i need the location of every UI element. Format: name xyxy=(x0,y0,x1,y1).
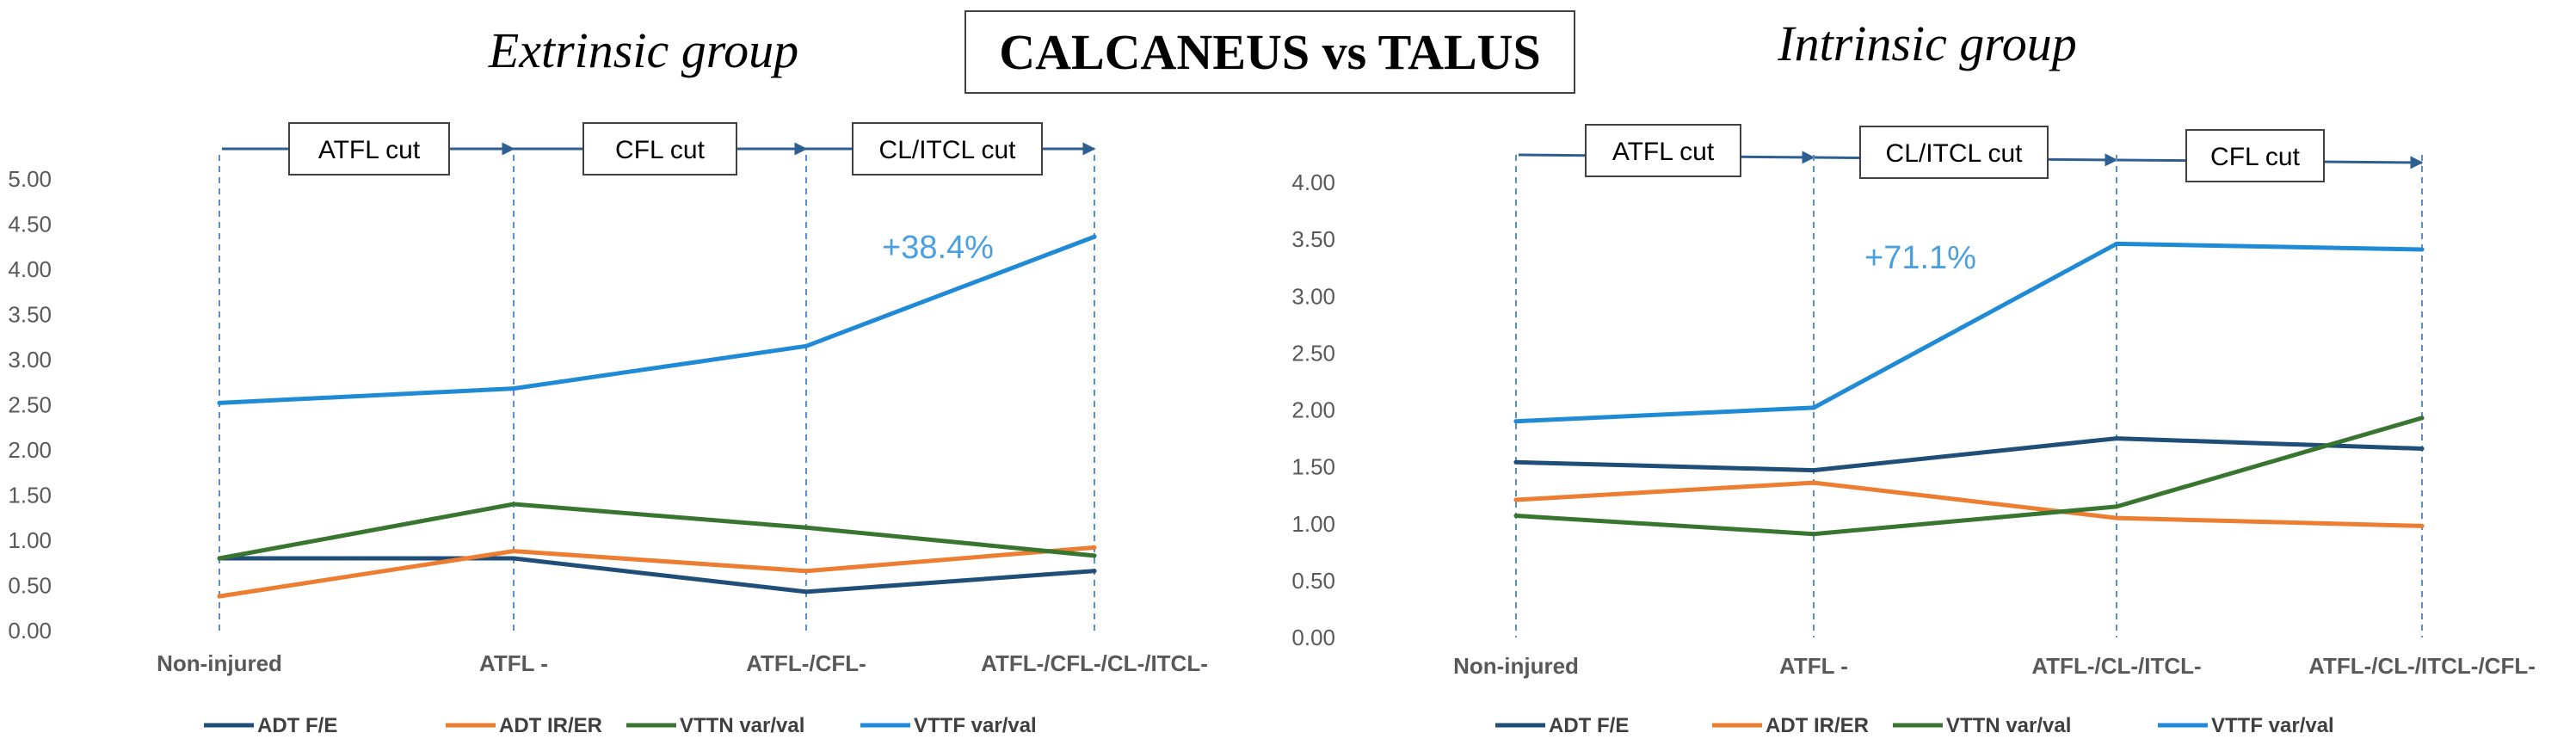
intrinsic-y-tick-2-00: 2.00 xyxy=(1291,397,1335,423)
intrinsic-point-adt-f-e-4 xyxy=(2419,446,2425,451)
intrinsic-x-category-3: ATFL-/CL-/ITCL- xyxy=(2031,653,2201,679)
extrinsic-point-vttn-var-val-3 xyxy=(804,525,809,530)
extrinsic-point-adt-ir-er-1 xyxy=(217,594,222,599)
intrinsic-point-adt-ir-er-2 xyxy=(1811,480,1816,485)
intrinsic-y-tick-1-00: 1.00 xyxy=(1291,511,1335,537)
intrinsic-series-line-adt-f-e xyxy=(1513,436,2425,473)
extrinsic-x-category-2: ATFL - xyxy=(479,650,548,676)
extrinsic-point-vttf-var-val-3 xyxy=(804,343,809,348)
intrinsic-cut-box-3 xyxy=(2185,129,2325,182)
intrinsic-point-vttn-var-val-2 xyxy=(1811,532,1816,537)
extrinsic-y-tick-1-00: 1.00 xyxy=(8,527,52,553)
intrinsic-y-tick-1-50: 1.50 xyxy=(1291,454,1335,480)
extrinsic-y-tick-4-50: 4.50 xyxy=(8,212,52,237)
intrinsic-point-adt-f-e-2 xyxy=(1811,468,1816,473)
intrinsic-legend-label-vttn-var-val: VTTN var/val xyxy=(1946,714,2071,737)
intrinsic-percent-annotation: +71.1% xyxy=(1864,240,1976,276)
extrinsic-x-category-1: Non-injured xyxy=(157,650,282,676)
intrinsic-point-adt-ir-er-4 xyxy=(2419,523,2425,528)
extrinsic-y-tick-0-50: 0.50 xyxy=(8,573,52,599)
intrinsic-point-adt-ir-er-3 xyxy=(2114,515,2119,520)
extrinsic-cut-label-cl-itcl-cut: CL/ITCL cut xyxy=(879,136,1017,164)
extrinsic-chart: ATFL cut CFL cut CL/ITCL cut 0.00 0.50 1.00 1.… xyxy=(8,122,1208,737)
extrinsic-x-category-4: ATFL-/CFL-/CL-/ITCL- xyxy=(981,650,1208,676)
intrinsic-series-line-vttf-var-val xyxy=(1513,241,2425,424)
extrinsic-series-line-adt-ir-er xyxy=(217,545,1097,599)
intrinsic-x-category-1: Non-injured xyxy=(1453,653,1579,679)
intrinsic-y-tick-0-50: 0.50 xyxy=(1291,568,1335,594)
extrinsic-cut-box-1 xyxy=(288,122,450,176)
extrinsic-legend-label-vttn-var-val: VTTN var/val xyxy=(680,714,804,737)
extrinsic-y-tick-1-50: 1.50 xyxy=(8,483,52,508)
intrinsic-cut-label-atfl-cut: ATFL cut xyxy=(1612,138,1715,166)
intrinsic-cut-label-cl-itcl-cut: CL/ITCL cut xyxy=(1886,139,2024,168)
intrinsic-x-category-2: ATFL - xyxy=(1779,653,1848,679)
extrinsic-point-vttf-var-val-4 xyxy=(1092,234,1097,239)
intrinsic-series-line-adt-ir-er xyxy=(1513,480,2425,528)
intrinsic-point-adt-f-e-3 xyxy=(2114,436,2119,441)
extrinsic-point-adt-ir-er-2 xyxy=(511,549,516,554)
right-group-title: Intrinsic group xyxy=(1777,15,2076,71)
intrinsic-point-vttn-var-val-1 xyxy=(1513,514,1519,518)
extrinsic-y-tick-2-00: 2.00 xyxy=(8,437,52,463)
extrinsic-x-category-3: ATFL-/CFL- xyxy=(746,650,866,676)
intrinsic-x-category-4: ATFL-/CL-/ITCL-/CFL- xyxy=(2308,653,2536,679)
intrinsic-point-vttn-var-val-3 xyxy=(2114,504,2119,509)
extrinsic-point-adt-f-e-2 xyxy=(511,556,516,561)
extrinsic-point-vttn-var-val-1 xyxy=(217,556,222,561)
intrinsic-y-tick-2-50: 2.50 xyxy=(1291,340,1335,366)
intrinsic-point-vttf-var-val-1 xyxy=(1513,419,1519,424)
intrinsic-legend-label-adt-f-e: ADT F/E xyxy=(1549,714,1629,737)
intrinsic-point-vttf-var-val-3 xyxy=(2114,241,2119,246)
extrinsic-point-adt-ir-er-3 xyxy=(804,569,809,574)
extrinsic-cut-box-2 xyxy=(582,122,737,176)
intrinsic-cut-box-2 xyxy=(1859,126,2049,179)
extrinsic-point-vttf-var-val-2 xyxy=(511,386,516,391)
extrinsic-percent-annotation: +38.4% xyxy=(882,230,994,266)
extrinsic-legend-label-adt-ir-er: ADT IR/ER xyxy=(499,714,602,737)
intrinsic-point-vttf-var-val-4 xyxy=(2419,247,2425,252)
intrinsic-legend-label-vttf-var-val: VTTF var/val xyxy=(2211,714,2334,737)
extrinsic-point-adt-f-e-3 xyxy=(804,589,809,594)
intrinsic-point-vttn-var-val-4 xyxy=(2419,416,2425,421)
extrinsic-point-vttn-var-val-2 xyxy=(511,502,516,507)
intrinsic-y-tick-4-00: 4.00 xyxy=(1291,169,1335,195)
intrinsic-y-tick-3-50: 3.50 xyxy=(1291,226,1335,252)
extrinsic-series-line-adt-f-e xyxy=(217,556,1097,594)
intrinsic-y-tick-3-00: 3.00 xyxy=(1291,283,1335,309)
extrinsic-cut-label-atfl-cut: ATFL cut xyxy=(318,136,421,164)
intrinsic-legend-label-adt-ir-er: ADT IR/ER xyxy=(1766,714,1869,737)
intrinsic-cut-box-1 xyxy=(1585,124,1741,177)
extrinsic-legend-label-vttf-var-val: VTTF var/val xyxy=(914,714,1037,737)
extrinsic-point-adt-f-e-4 xyxy=(1092,569,1097,574)
extrinsic-y-tick-2-50: 2.50 xyxy=(8,392,52,418)
intrinsic-series-line-vttn-var-val xyxy=(1513,416,2425,537)
intrinsic-point-adt-ir-er-1 xyxy=(1513,497,1519,502)
intrinsic-y-tick-0-00: 0.00 xyxy=(1291,625,1335,650)
extrinsic-point-vttf-var-val-1 xyxy=(217,400,222,405)
extrinsic-legend-label-adt-f-e: ADT F/E xyxy=(257,714,337,737)
extrinsic-cut-label-cfl-cut: CFL cut xyxy=(615,136,706,164)
extrinsic-series-line-vttn-var-val xyxy=(217,502,1097,561)
main-title-box xyxy=(964,10,1575,94)
intrinsic-cut-label-cfl-cut: CFL cut xyxy=(2210,143,2301,171)
intrinsic-point-adt-f-e-1 xyxy=(1513,459,1519,465)
extrinsic-point-adt-ir-er-4 xyxy=(1092,545,1097,550)
main-title: CALCANEUS vs TALUS xyxy=(999,24,1541,80)
extrinsic-y-tick-3-50: 3.50 xyxy=(8,302,52,328)
extrinsic-y-tick-4-00: 4.00 xyxy=(8,256,52,282)
extrinsic-y-tick-0-00: 0.00 xyxy=(8,618,52,644)
extrinsic-y-tick-5-00: 5.00 xyxy=(8,166,52,192)
intrinsic-chart: ATFL cut CL/ITCL cut CFL cut 0.00 0.50 1.00 1.… xyxy=(1291,124,2536,737)
intrinsic-point-vttf-var-val-2 xyxy=(1811,405,1816,410)
extrinsic-cut-box-3 xyxy=(852,122,1043,176)
extrinsic-y-tick-3-00: 3.00 xyxy=(8,347,52,373)
extrinsic-point-vttn-var-val-4 xyxy=(1092,553,1097,558)
extrinsic-series-line-vttf-var-val xyxy=(217,234,1097,405)
left-group-title: Extrinsic group xyxy=(488,22,798,78)
